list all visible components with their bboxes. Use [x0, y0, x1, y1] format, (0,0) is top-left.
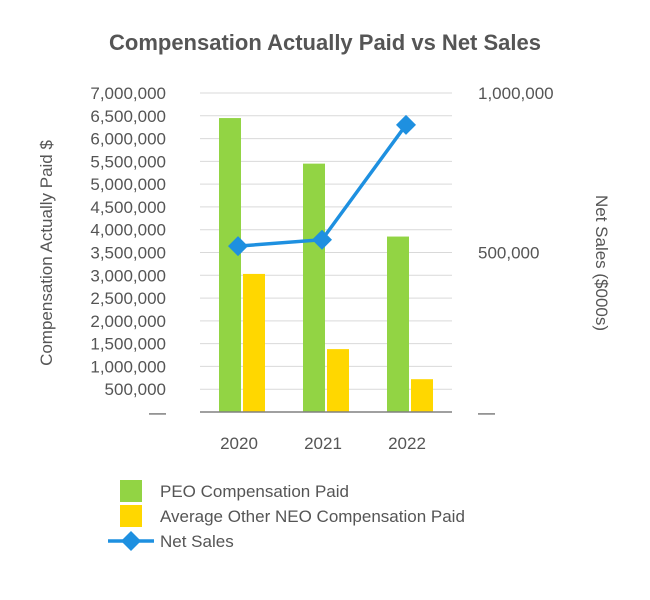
- legend-swatch: [120, 480, 142, 502]
- y-tick-label: 4,000,000: [90, 221, 166, 240]
- y-tick-label: —: [149, 403, 166, 422]
- y-tick-label: 6,500,000: [90, 107, 166, 126]
- x-tick-label: 2022: [388, 434, 426, 453]
- bar-series: [219, 118, 433, 413]
- bar-neo: [327, 349, 349, 412]
- net-sales-point: [228, 236, 248, 257]
- bar-peo: [303, 163, 325, 412]
- y-tick-label: 2,500,000: [90, 289, 166, 308]
- y2-axis-label: Net Sales ($000s): [592, 195, 611, 331]
- bar-neo: [411, 379, 433, 412]
- legend: PEO Compensation Paid Average Other NEO C…: [108, 480, 465, 551]
- y-tick-label: 1,500,000: [90, 335, 166, 354]
- net-sales-point: [312, 229, 332, 250]
- legend-label: Net Sales: [160, 532, 234, 551]
- y-tick-label: 1,000,000: [90, 357, 166, 376]
- y-tick-label: 3,000,000: [90, 266, 166, 285]
- y-tick-label: 7,000,000: [90, 84, 166, 103]
- y-tick-label: 2,000,000: [90, 312, 166, 331]
- x-axis: 2020 2021 2022: [220, 434, 426, 453]
- legend-diamond: [121, 531, 141, 551]
- y-axis-label: Compensation Actually Paid $: [37, 140, 56, 366]
- net-sales-point: [396, 114, 416, 135]
- y-tick-label: 3,500,000: [90, 244, 166, 263]
- line-series: [228, 114, 416, 257]
- y2-tick-label: —: [478, 403, 495, 422]
- x-tick-label: 2020: [220, 434, 258, 453]
- y2-tick-label: 1,000,000: [478, 84, 554, 103]
- legend-label: PEO Compensation Paid: [160, 482, 349, 501]
- legend-label: Average Other NEO Compensation Paid: [160, 507, 465, 526]
- y-tick-label: 4,500,000: [90, 198, 166, 217]
- left-y-axis: — 500,000 1,000,000 1,500,000 2,000,000 2,500…: [90, 84, 166, 422]
- y-tick-label: 5,000,000: [90, 175, 166, 194]
- bar-peo: [387, 236, 409, 412]
- legend-swatch: [120, 505, 142, 527]
- y-tick-label: 5,500,000: [90, 152, 166, 171]
- y-tick-label: 6,000,000: [90, 130, 166, 149]
- y2-tick-label: 500,000: [478, 244, 539, 263]
- chart-title: Compensation Actually Paid vs Net Sales: [109, 30, 541, 55]
- y-tick-label: 500,000: [105, 380, 166, 399]
- gridlines: [200, 92, 452, 390]
- x-tick-label: 2021: [304, 434, 342, 453]
- right-y-axis: — 500,000 1,000,000: [478, 84, 554, 422]
- bar-peo: [219, 118, 241, 413]
- bar-neo: [243, 273, 265, 412]
